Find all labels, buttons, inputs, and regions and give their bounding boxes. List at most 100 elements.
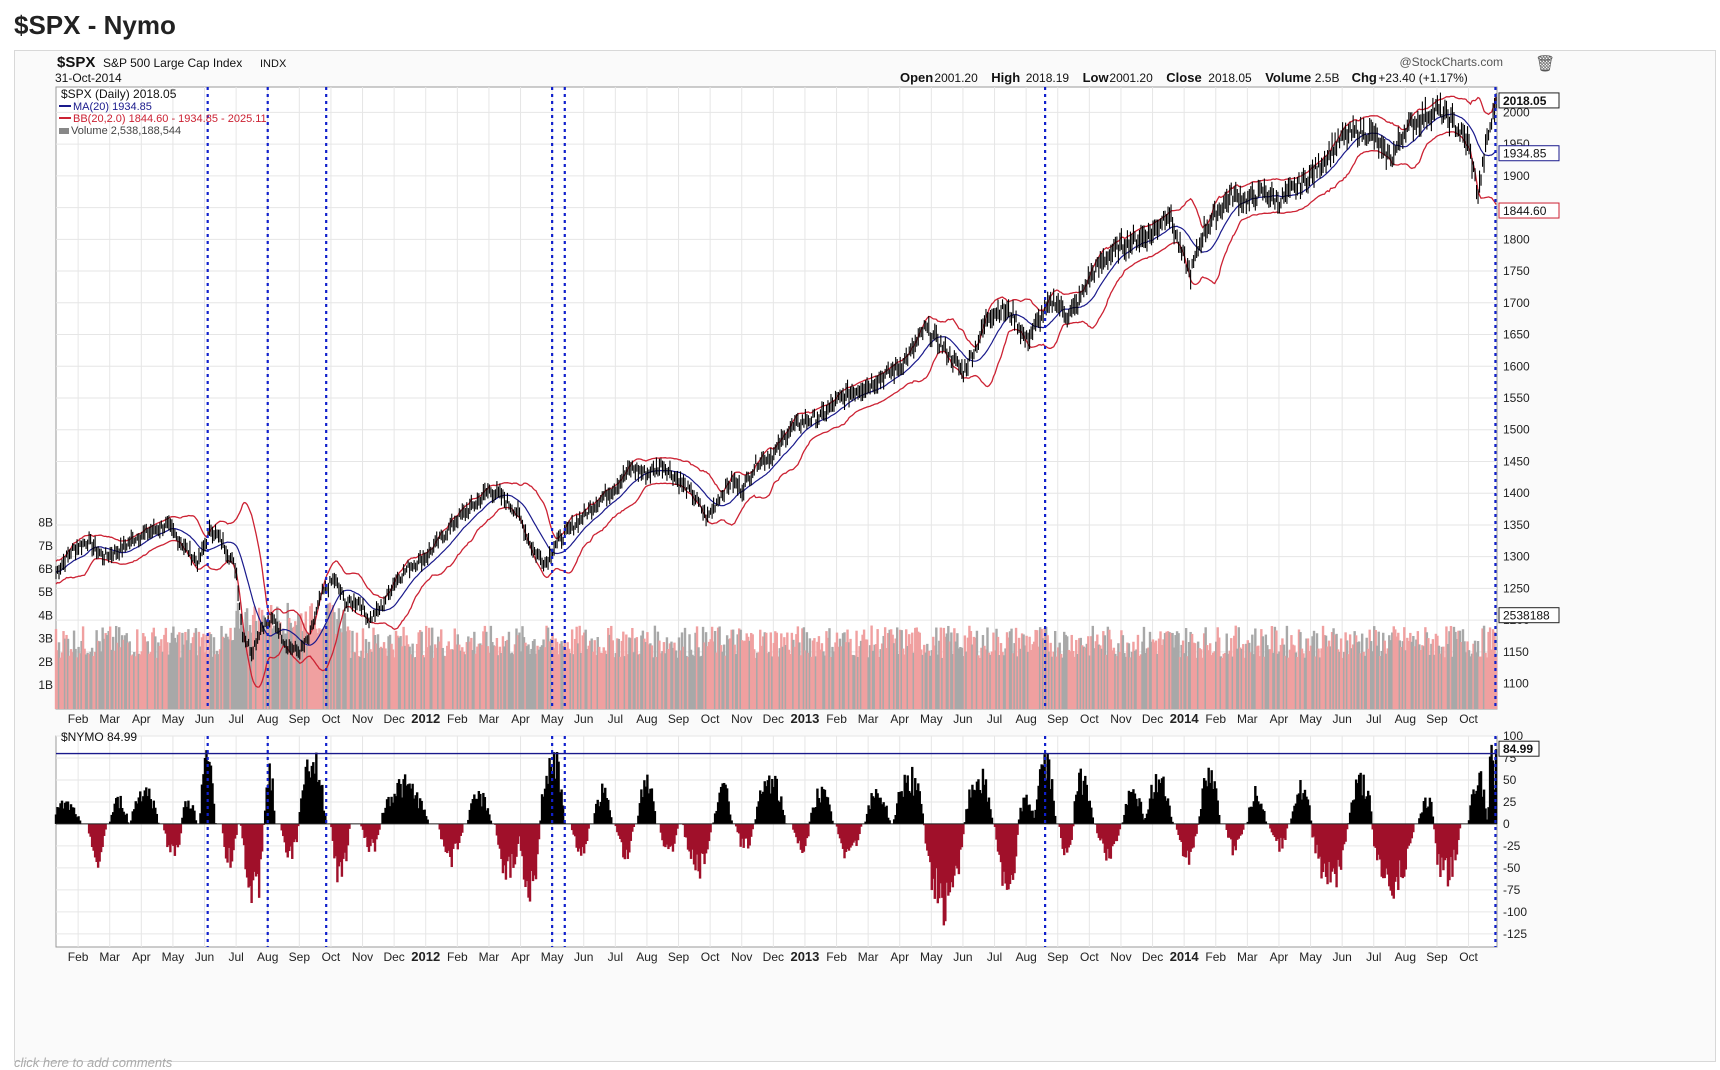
price-tag-label: 1844.60 (1503, 204, 1547, 218)
x-tick-label-nymo: Jun (195, 950, 214, 964)
quote-value: 2.5B (1315, 71, 1340, 85)
quote-value: 2001.20 (934, 71, 978, 85)
nymo-bar (610, 817, 612, 824)
quote-label: Open (900, 70, 933, 85)
x-tick-label-price: Apr (511, 712, 530, 726)
nymo-bar (783, 815, 785, 824)
trash-icon[interactable]: 🗑 (1535, 55, 1555, 73)
x-tick-label-price: May (1299, 712, 1322, 726)
x-tick-label-price: May (541, 712, 564, 726)
y-tick-label-price: 1300 (1503, 550, 1530, 564)
volume-tick-label: 6B (38, 562, 53, 576)
index-name: S&P 500 Large Cap Index (103, 56, 242, 70)
x-tick-label-nymo: Oct (701, 950, 720, 964)
x-tick-label-nymo: Apr (890, 950, 909, 964)
x-tick-label-price: Oct (1459, 712, 1478, 726)
nymo-bar (807, 824, 809, 836)
x-tick-label-nymo: Mar (479, 950, 500, 964)
quote-label: Volume (1265, 70, 1311, 85)
chart-canvas[interactable]: Feb Feb Mar Mar Apr Apr May May Jun Jun Jul Jul Aug A… (15, 51, 1715, 1061)
x-tick-label-nymo: Aug (257, 950, 278, 964)
page-title: $SPX - Nymo (14, 10, 176, 41)
y-tick-label-nymo: 50 (1503, 773, 1517, 787)
x-tick-label-nymo: Jul (608, 950, 623, 964)
x-tick-label-price: Jul (1366, 712, 1381, 726)
y-tick-label-price: 1250 (1503, 581, 1530, 595)
x-tick-label-nymo: May (162, 950, 185, 964)
y-tick-label-price: 1650 (1503, 328, 1530, 342)
nymo-bar (213, 804, 215, 824)
nymo-bar (654, 811, 656, 824)
nymo-bar (1370, 811, 1372, 824)
y-tick-label-price: 1550 (1503, 391, 1530, 405)
x-tick-label-price: Oct (701, 712, 720, 726)
nymo-bar (296, 824, 298, 842)
x-tick-label-price: Jun (195, 712, 214, 726)
nymo-bar (1242, 824, 1244, 830)
x-tick-label-nymo: Oct (1459, 950, 1478, 964)
x-tick-label-nymo: Dec (763, 950, 784, 964)
x-tick-label-price: Jun (574, 712, 593, 726)
legend-bb: BB(20,2.0) 1844.60 - 1934.85 - 2025.11 (73, 113, 267, 125)
nymo-bar (1016, 824, 1018, 835)
y-tick-label-nymo: -100 (1503, 905, 1527, 919)
nymo-bar (273, 811, 275, 824)
x-tick-label-price: Nov (352, 712, 373, 726)
x-tick-label-nymo: May (1299, 950, 1322, 964)
x-tick-label-nymo: Feb (447, 950, 468, 964)
nymo-bar (709, 824, 711, 832)
x-tick-label-price: Mar (99, 712, 120, 726)
add-comments-link[interactable]: click here to add comments (14, 1055, 172, 1070)
watermark: @StockCharts.com (1399, 55, 1503, 69)
nymo-bar (538, 824, 540, 839)
x-tick-label-price: Apr (890, 712, 909, 726)
nymo-bar (1286, 824, 1288, 829)
x-tick-label-nymo: Jun (953, 950, 972, 964)
quote-value: +23.40 (+1.17%) (1378, 71, 1467, 85)
volume-tick-label: 8B (38, 516, 53, 530)
x-tick-label-price: 2013 (790, 711, 819, 726)
y-tick-label-price: 1150 (1503, 645, 1529, 659)
x-tick-label-nymo: Mar (99, 950, 120, 964)
x-tick-label-price: Mar (858, 712, 879, 726)
chart-date: 31-Oct-2014 (55, 71, 122, 85)
nymo-bar (1195, 824, 1197, 834)
x-tick-label-nymo: Aug (1395, 950, 1416, 964)
quote-label: Low (1083, 70, 1110, 85)
x-tick-label-price: Aug (257, 712, 278, 726)
x-tick-label-price: Jul (228, 712, 243, 726)
y-tick-label-nymo: -50 (1503, 861, 1521, 875)
nymo-bar (676, 824, 678, 829)
x-tick-label-price: Jul (608, 712, 623, 726)
x-tick-label-nymo: Nov (352, 950, 373, 964)
x-tick-label-nymo: Feb (68, 950, 89, 964)
x-tick-label-nymo: Apr (511, 950, 530, 964)
x-tick-label-nymo: Oct (1080, 950, 1099, 964)
volume-tick-label: 3B (38, 632, 53, 646)
price-tag-label: 2538188 (1503, 609, 1550, 623)
x-tick-label-price: Aug (1015, 712, 1036, 726)
nymo-bar (1054, 816, 1056, 824)
x-tick-label-price: Aug (1395, 712, 1416, 726)
nymo-bar (888, 820, 890, 824)
x-tick-label-price: Nov (731, 712, 752, 726)
x-tick-label-nymo: Jul (1366, 950, 1381, 964)
volume-tick-label: 5B (38, 585, 53, 599)
x-tick-label-price: 2012 (411, 711, 440, 726)
y-tick-label-price: 1600 (1503, 359, 1530, 373)
price-tag-label: 2018.05 (1503, 94, 1547, 108)
x-tick-label-price: Jul (987, 712, 1002, 726)
nymo-bar (1432, 817, 1434, 824)
x-tick-label-price: Feb (1205, 712, 1226, 726)
x-tick-label-nymo: Feb (1205, 950, 1226, 964)
y-tick-label-price: 1100 (1503, 677, 1529, 691)
chart-panel[interactable]: Feb Feb Mar Mar Apr Apr May May Jun Jun Jul Jul Aug A… (14, 50, 1716, 1062)
x-tick-label-price: Dec (763, 712, 784, 726)
y-tick-label-nymo: -25 (1503, 839, 1521, 853)
volume-tick-label: 2B (38, 655, 53, 669)
y-tick-label-nymo: 0 (1503, 817, 1510, 831)
x-tick-label-nymo: May (541, 950, 564, 964)
x-tick-label-price: Jun (1332, 712, 1351, 726)
